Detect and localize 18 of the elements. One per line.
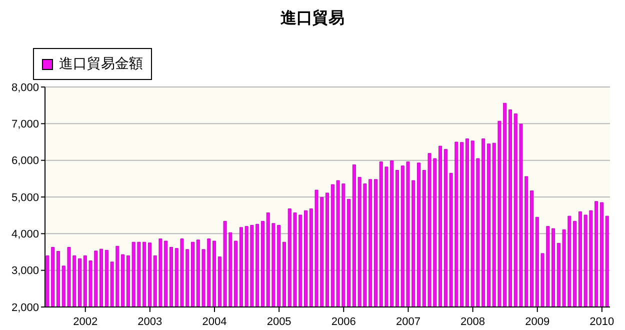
legend-label: 進口貿易金額 [59,55,143,73]
y-tick-label: 3,000 [11,265,39,278]
x-tick-label: 2009 [525,316,550,328]
y-tick-label: 5,000 [11,192,39,204]
y-tick-label: 8,000 [11,82,39,94]
y-tick-label: 6,000 [11,155,39,168]
x-tick-label: 2002 [73,316,98,328]
x-tick-label: 2004 [202,316,227,328]
y-tick-label: 4,000 [11,228,39,241]
x-tick-label: 2005 [266,316,292,328]
chart-title: 進口貿易 [280,8,346,29]
y-tick-label: 7,000 [11,118,39,131]
x-tick-label: 2010 [590,316,614,328]
x-tick-label: 2008 [460,316,486,328]
x-tick-label: 2003 [138,316,162,328]
x-tick-label: 2006 [331,316,356,328]
x-tick-label: 2007 [396,316,420,328]
y-tick-label: 2,000 [11,302,39,314]
